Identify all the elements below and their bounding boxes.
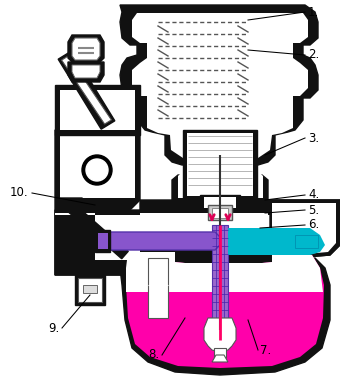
Polygon shape bbox=[60, 90, 135, 130]
Polygon shape bbox=[58, 51, 115, 129]
Polygon shape bbox=[187, 133, 253, 196]
Polygon shape bbox=[120, 248, 330, 375]
Text: 8.: 8. bbox=[148, 348, 159, 361]
Polygon shape bbox=[55, 85, 140, 135]
Polygon shape bbox=[126, 252, 323, 292]
Polygon shape bbox=[212, 225, 228, 325]
Text: 9.: 9. bbox=[48, 321, 59, 334]
Polygon shape bbox=[272, 203, 336, 257]
Polygon shape bbox=[83, 285, 97, 293]
Circle shape bbox=[86, 159, 108, 181]
Polygon shape bbox=[95, 230, 110, 252]
Polygon shape bbox=[183, 130, 257, 198]
Polygon shape bbox=[55, 213, 330, 260]
Polygon shape bbox=[212, 208, 228, 218]
Polygon shape bbox=[68, 35, 104, 62]
Polygon shape bbox=[65, 201, 128, 259]
Polygon shape bbox=[212, 355, 228, 362]
Polygon shape bbox=[126, 252, 324, 368]
Polygon shape bbox=[132, 13, 308, 198]
Polygon shape bbox=[270, 200, 340, 260]
Polygon shape bbox=[72, 38, 100, 60]
Polygon shape bbox=[72, 65, 100, 78]
Text: 3.: 3. bbox=[308, 131, 319, 144]
Text: 7.: 7. bbox=[260, 344, 271, 356]
Polygon shape bbox=[214, 348, 226, 358]
Polygon shape bbox=[78, 278, 102, 302]
Text: 4.: 4. bbox=[308, 188, 319, 201]
Polygon shape bbox=[204, 318, 236, 352]
Polygon shape bbox=[120, 5, 318, 200]
Text: 1.: 1. bbox=[308, 5, 319, 19]
Polygon shape bbox=[98, 233, 108, 249]
Polygon shape bbox=[208, 205, 232, 220]
Polygon shape bbox=[200, 195, 240, 210]
Polygon shape bbox=[204, 197, 236, 208]
Polygon shape bbox=[62, 56, 112, 124]
Polygon shape bbox=[55, 200, 340, 275]
Polygon shape bbox=[148, 258, 168, 318]
Polygon shape bbox=[75, 275, 105, 305]
Polygon shape bbox=[55, 130, 140, 275]
Text: 5.: 5. bbox=[308, 204, 319, 217]
Polygon shape bbox=[100, 232, 220, 250]
Polygon shape bbox=[56, 198, 86, 212]
Polygon shape bbox=[228, 228, 325, 255]
Polygon shape bbox=[295, 235, 318, 248]
Text: 2.: 2. bbox=[308, 49, 319, 62]
Polygon shape bbox=[60, 135, 135, 198]
Polygon shape bbox=[68, 62, 104, 82]
Text: 6.: 6. bbox=[308, 218, 319, 231]
Text: 10.: 10. bbox=[10, 187, 29, 200]
Circle shape bbox=[82, 155, 112, 185]
